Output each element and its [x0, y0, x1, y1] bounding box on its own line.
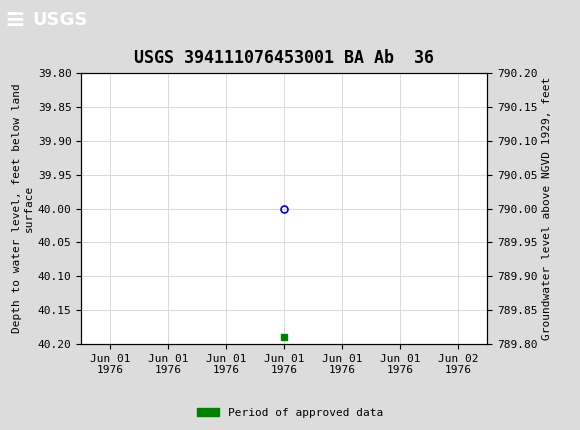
Text: ≡: ≡ — [5, 9, 26, 32]
Text: USGS: USGS — [32, 12, 87, 29]
Legend: Period of approved data: Period of approved data — [193, 403, 387, 422]
Title: USGS 394111076453001 BA Ab  36: USGS 394111076453001 BA Ab 36 — [134, 49, 434, 68]
Y-axis label: Depth to water level, feet below land
surface: Depth to water level, feet below land su… — [12, 84, 34, 333]
Y-axis label: Groundwater level above NGVD 1929, feet: Groundwater level above NGVD 1929, feet — [542, 77, 552, 340]
